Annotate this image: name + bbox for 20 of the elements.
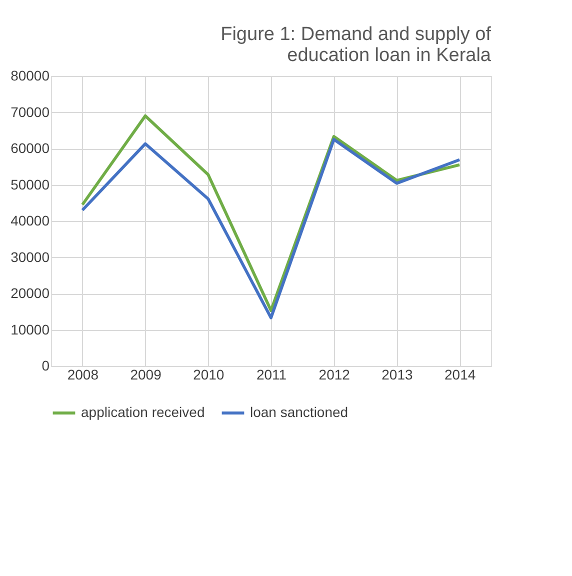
x-tick-label: 2012: [318, 366, 350, 382]
x-tick-label: 2014: [444, 366, 476, 382]
x-tick-label: 2010: [193, 366, 224, 382]
y-tick-label: 50000: [10, 176, 50, 192]
y-tick-label: 70000: [10, 104, 50, 120]
legend-label: loan sanctioned: [250, 404, 348, 420]
text: Figure 1: Demand and supply of: [220, 24, 491, 45]
y-tick-label: 80000: [10, 68, 50, 84]
x-tick-label: 2011: [256, 366, 287, 382]
y-tick-label: 0: [42, 358, 50, 374]
x-tick-label: 2008: [67, 366, 99, 382]
text: education loan in Kerala: [287, 45, 491, 66]
y-tick-label: 30000: [10, 248, 50, 265]
y-tick-label: 60000: [10, 140, 50, 156]
y-tick-label: 10000: [10, 321, 50, 338]
legend-label: application received: [81, 404, 205, 420]
x-tick-label: 2009: [130, 366, 162, 382]
y-tick-label: 20000: [10, 285, 50, 301]
y-tick-label: 40000: [10, 212, 50, 228]
x-tick-label: 2013: [382, 366, 413, 382]
